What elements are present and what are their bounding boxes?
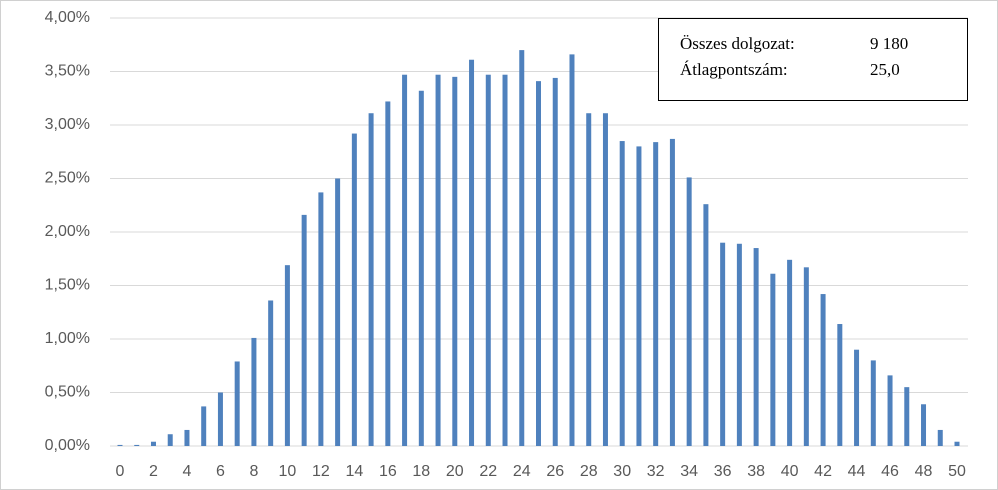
bar: [536, 81, 541, 446]
y-tick-label: 3,50%: [45, 63, 90, 80]
bar: [636, 146, 642, 446]
bar: [167, 434, 173, 446]
bar: [435, 74, 441, 447]
bar: [669, 138, 675, 446]
x-tick-label: 48: [915, 463, 933, 480]
bar: [134, 444, 140, 446]
bar: [469, 59, 475, 446]
x-tick-label: 50: [948, 463, 966, 480]
bar: [284, 265, 290, 446]
bar: [686, 177, 692, 446]
x-tick-label: 38: [747, 463, 765, 480]
x-tick-label: 30: [613, 463, 631, 480]
x-tick-label: 12: [312, 463, 330, 480]
x-tick-label: 42: [814, 463, 832, 480]
bar: [402, 74, 408, 447]
bar: [234, 361, 240, 446]
bar: [820, 294, 826, 446]
annotation-value: 9 180: [870, 34, 908, 53]
bar: [870, 360, 876, 446]
x-tick-label: 28: [580, 463, 598, 480]
annotation-label: Összes dolgozat:: [680, 34, 795, 53]
bar: [351, 133, 357, 446]
x-tick-label: 4: [183, 463, 192, 480]
bar: [887, 375, 893, 446]
x-tick-label: 2: [149, 463, 158, 480]
y-tick-label: 4,00%: [45, 9, 90, 26]
bar: [335, 178, 341, 446]
bar: [736, 243, 742, 446]
y-tick-label: 0,50%: [45, 384, 90, 401]
bar: [552, 77, 558, 447]
y-tick-label: 2,50%: [45, 170, 90, 187]
annotation-label: Átlagpontszám:: [680, 60, 788, 79]
x-tick-label: 34: [680, 463, 698, 480]
x-tick-label: 46: [881, 463, 899, 480]
annotation-value: 25,0: [870, 60, 900, 79]
x-tick-label: 18: [412, 463, 430, 480]
y-tick-label: 3,00%: [45, 116, 90, 133]
bar: [770, 273, 776, 446]
bar: [753, 248, 759, 446]
x-tick-label: 20: [446, 463, 464, 480]
bar: [117, 444, 123, 446]
bar: [803, 267, 809, 446]
y-tick-label: 2,00%: [45, 223, 90, 240]
bar: [653, 142, 659, 446]
bar: [703, 204, 709, 446]
x-tick-label: 22: [479, 463, 497, 480]
annotation-box: [658, 18, 968, 101]
x-tick-label: 10: [279, 463, 297, 480]
x-tick-label: 44: [848, 463, 866, 480]
bar: [921, 404, 927, 446]
bar: [904, 387, 910, 446]
x-tick-label: 0: [116, 463, 125, 480]
bar: [720, 242, 726, 446]
bar: [569, 54, 575, 446]
bar: [150, 441, 156, 446]
bar: [619, 141, 625, 447]
bar: [787, 259, 793, 446]
bar: [586, 113, 592, 446]
bar: [837, 324, 843, 446]
y-tick-label: 1,50%: [45, 277, 90, 294]
y-tick-label: 1,00%: [45, 330, 90, 347]
x-tick-label: 6: [216, 463, 225, 480]
bar: [368, 113, 374, 446]
x-tick-label: 16: [379, 463, 397, 480]
bar: [251, 337, 257, 446]
bar: [937, 429, 943, 446]
x-tick-label: 26: [546, 463, 564, 480]
bar: [217, 392, 223, 446]
bar: [502, 74, 508, 447]
bar: [301, 214, 307, 446]
y-tick-label: 0,00%: [45, 437, 90, 454]
bar: [519, 50, 525, 446]
bar: [184, 429, 190, 446]
x-tick-label: 36: [714, 463, 732, 480]
x-tick-label: 32: [647, 463, 665, 480]
bar: [485, 74, 491, 447]
bar: [318, 192, 324, 446]
bar: [954, 441, 960, 446]
bar: [268, 300, 274, 446]
bar: [602, 113, 608, 446]
bar: [452, 76, 458, 446]
bar: [418, 90, 424, 446]
bar: [854, 349, 860, 446]
x-tick-label: 24: [513, 463, 531, 480]
x-tick-label: 8: [249, 463, 258, 480]
bar: [201, 406, 207, 446]
bar: [385, 101, 391, 447]
x-tick-label: 40: [781, 463, 799, 480]
x-tick-label: 14: [345, 463, 363, 480]
